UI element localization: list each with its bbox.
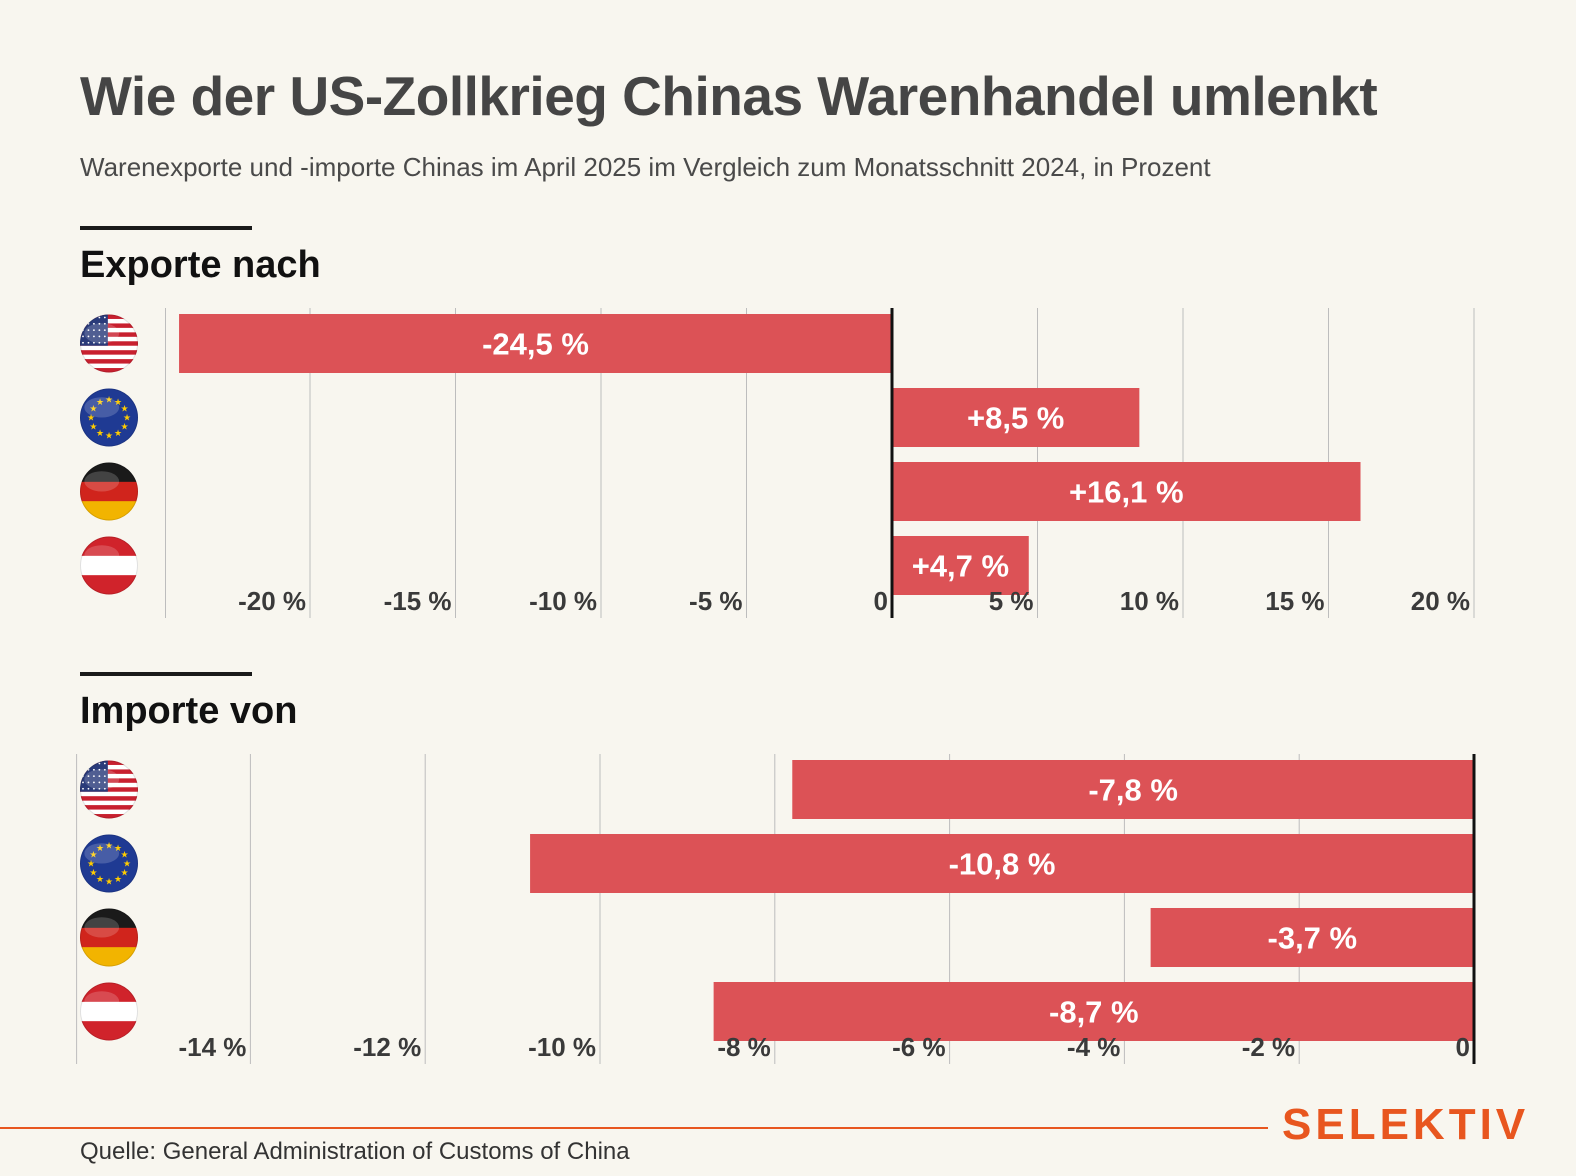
bar-deutschland xyxy=(892,462,1361,521)
svg-text:★: ★ xyxy=(87,860,95,870)
tick-label: 0 xyxy=(874,586,888,616)
tick-label: -12 % xyxy=(353,1032,421,1062)
exports-heading: Exporte nach xyxy=(80,244,321,286)
imports-chart: -7,8 %-10,8 %★★★★★★★★★ ★ ★★-3,7 %-8,7 %-14… xyxy=(76,754,1476,1064)
bar-value-label: -10,8 % xyxy=(949,847,1056,882)
page-title: Wie der US-Zollkrieg Chinas Warenhandel … xyxy=(80,65,1378,127)
bar-value-label: +4,7 % xyxy=(912,549,1009,584)
eu-flag-icon: ★★★★★★★★★ ★ ★★ xyxy=(80,388,138,447)
imports-section-rule xyxy=(80,672,252,676)
tick-label: -4 % xyxy=(1067,1032,1120,1062)
bar-eu xyxy=(530,834,1474,893)
svg-text:★: ★ xyxy=(89,405,97,415)
svg-text:★: ★ xyxy=(105,878,113,888)
bar-usa xyxy=(179,314,893,373)
svg-text:★: ★ xyxy=(87,414,95,424)
bar-value-label: -24,5 % xyxy=(482,327,589,362)
svg-text:★: ★ xyxy=(114,844,122,854)
tick-label: -14 % xyxy=(178,1032,246,1062)
svg-text:★: ★ xyxy=(96,429,104,439)
exports-chart: -24,5 %+8,5 %★★★★★★★★★ ★ ★★+16,1 %+4,7 %-2… xyxy=(80,308,1475,618)
source-note: Quelle: General Administration of Custom… xyxy=(80,1138,630,1165)
footer-divider xyxy=(0,1127,1268,1129)
bar-value-label: -3,7 % xyxy=(1268,921,1358,956)
svg-text:★: ★ xyxy=(96,844,104,854)
bar-value-label: +16,1 % xyxy=(1069,475,1184,510)
austria-flag-icon xyxy=(80,536,138,595)
tick-label: -2 % xyxy=(1242,1032,1295,1062)
bar-value-label: -8,7 % xyxy=(1049,995,1139,1030)
tick-label: -10 % xyxy=(528,1032,596,1062)
svg-text:★: ★ xyxy=(96,398,104,408)
us-flag-icon xyxy=(80,760,138,819)
bar-value-label: -7,8 % xyxy=(1088,773,1178,808)
svg-text:★: ★ xyxy=(121,423,129,433)
svg-text:★: ★ xyxy=(105,432,113,442)
tick-label: 0 xyxy=(1456,1032,1470,1062)
tick-label: 10 % xyxy=(1120,586,1179,616)
bar-österreich xyxy=(713,982,1474,1041)
tick-label: -15 % xyxy=(384,586,452,616)
austria-flag-icon xyxy=(80,982,138,1041)
svg-text:★: ★ xyxy=(89,869,97,879)
svg-text:★: ★ xyxy=(89,423,97,433)
bar-österreich xyxy=(892,536,1029,595)
svg-text:★: ★ xyxy=(105,396,113,406)
brand-logo: SELEKTIV xyxy=(1282,1100,1530,1149)
germany-flag-icon xyxy=(80,462,138,521)
eu-flag-icon: ★★★★★★★★★ ★ ★★ xyxy=(80,834,138,893)
page-subtitle: Warenexporte und -importe Chinas im Apri… xyxy=(80,152,1211,182)
tick-label: -20 % xyxy=(238,586,306,616)
svg-text:★: ★ xyxy=(96,875,104,885)
tick-label: -5 % xyxy=(689,586,742,616)
bar-eu xyxy=(892,388,1140,447)
tick-label: -10 % xyxy=(529,586,597,616)
tick-label: 20 % xyxy=(1411,586,1470,616)
bar-usa xyxy=(792,760,1474,819)
svg-text:★: ★ xyxy=(123,860,131,870)
svg-text:★: ★ xyxy=(114,875,122,885)
tick-label: 15 % xyxy=(1265,586,1324,616)
svg-text:★: ★ xyxy=(121,869,129,879)
us-flag-icon xyxy=(80,314,138,373)
bar-deutschland xyxy=(1150,908,1474,967)
tick-label: 5 % xyxy=(989,586,1034,616)
svg-text:★: ★ xyxy=(123,414,131,424)
svg-text:★: ★ xyxy=(114,398,122,408)
imports-heading: Importe von xyxy=(80,690,298,732)
svg-text:★: ★ xyxy=(105,842,113,852)
tick-label: -8 % xyxy=(717,1032,770,1062)
svg-text:★: ★ xyxy=(121,851,129,861)
tick-label: -6 % xyxy=(892,1032,945,1062)
svg-text:★: ★ xyxy=(114,429,122,439)
exports-section-rule xyxy=(80,226,252,230)
germany-flag-icon xyxy=(80,908,138,967)
svg-text:★: ★ xyxy=(121,405,129,415)
bar-value-label: +8,5 % xyxy=(967,401,1064,436)
svg-text:★: ★ xyxy=(89,851,97,861)
